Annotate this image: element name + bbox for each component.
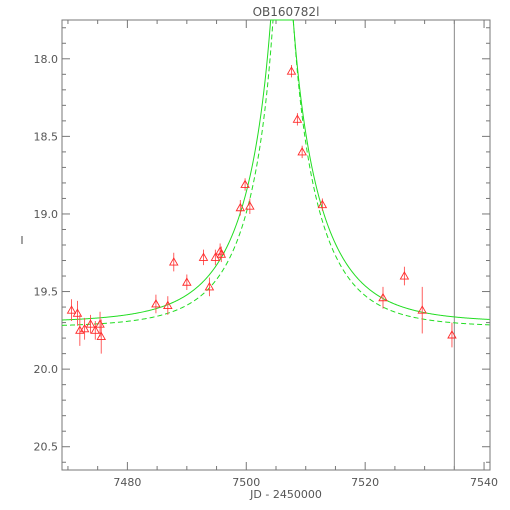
- data-point: [66, 299, 77, 322]
- data-point: [245, 198, 255, 214]
- chart-title: OB160782l: [253, 5, 320, 19]
- data-point: [204, 277, 215, 297]
- triangle-marker: [215, 246, 225, 255]
- data-point: [72, 300, 83, 326]
- triangle-marker: [85, 319, 96, 328]
- data-point: [399, 266, 410, 286]
- data-point: [292, 113, 303, 126]
- triangle-marker: [216, 249, 227, 258]
- triangle-marker: [198, 252, 209, 261]
- x-axis-label: JD - 2450000: [249, 488, 322, 501]
- model-curve-solid: [61, 19, 490, 321]
- data-point: [235, 200, 246, 216]
- triangle-marker: [72, 308, 83, 317]
- data-point: [151, 294, 161, 314]
- data-point: [90, 321, 101, 340]
- triangle-marker: [235, 202, 246, 212]
- triangle-marker: [182, 277, 192, 286]
- data-points-layer: [66, 65, 457, 354]
- triangle-marker: [399, 271, 410, 280]
- triangle-marker: [204, 281, 215, 291]
- triangle-marker: [163, 300, 173, 309]
- triangle-marker: [292, 114, 303, 123]
- model-curves-layer: [61, 19, 490, 326]
- triangle-marker: [168, 257, 179, 266]
- triangle-marker: [66, 305, 77, 314]
- triangle-marker: [79, 323, 90, 333]
- y-tick-label: 19.5: [34, 286, 59, 299]
- triangle-marker: [90, 325, 101, 334]
- x-tick-label: 7480: [113, 476, 141, 489]
- triangle-marker: [447, 330, 457, 339]
- triangle-marker: [96, 331, 107, 341]
- triangle-marker: [245, 201, 255, 210]
- plot-frame-layer: 7480 7500 7520 7540 18.0 18.5 19.0 19.5 20.0 20.5: [34, 19, 498, 489]
- data-point: [163, 296, 173, 315]
- data-point: [79, 317, 90, 340]
- data-point: [85, 314, 96, 334]
- y-axis-label: I: [20, 234, 23, 247]
- data-point: [317, 198, 328, 211]
- triangle-marker: [95, 319, 105, 328]
- data-point: [297, 145, 307, 159]
- y-tick-label: 20.0: [34, 363, 59, 376]
- data-point: [216, 246, 227, 263]
- triangle-marker: [378, 292, 388, 302]
- model-curve-dashed: [61, 19, 490, 326]
- y-tick-label: 19.0: [34, 208, 59, 221]
- x-tick-label: 7520: [351, 476, 379, 489]
- x-tick-label: 7540: [470, 476, 498, 489]
- data-point: [96, 319, 107, 354]
- data-point: [286, 65, 297, 78]
- data-point: [95, 311, 105, 337]
- y-tick-label: 18.5: [34, 130, 59, 143]
- triangle-marker: [417, 305, 428, 314]
- triangle-marker: [317, 199, 328, 209]
- data-point: [215, 243, 225, 259]
- data-point: [182, 274, 192, 290]
- y-tick-label: 18.0: [34, 53, 59, 66]
- triangle-marker: [297, 146, 307, 156]
- data-point: [168, 252, 179, 272]
- x-tick-label: 7500: [232, 476, 260, 489]
- triangle-marker: [151, 299, 161, 308]
- triangle-marker: [286, 66, 297, 75]
- y-tick-label: 20.5: [34, 441, 59, 454]
- data-point: [240, 178, 250, 191]
- data-point: [417, 286, 428, 334]
- data-point: [198, 249, 209, 266]
- data-point: [378, 286, 388, 309]
- data-point: [447, 322, 457, 348]
- triangle-marker: [240, 179, 250, 188]
- text-layer: OB160782l JD - 2450000 I: [20, 5, 321, 501]
